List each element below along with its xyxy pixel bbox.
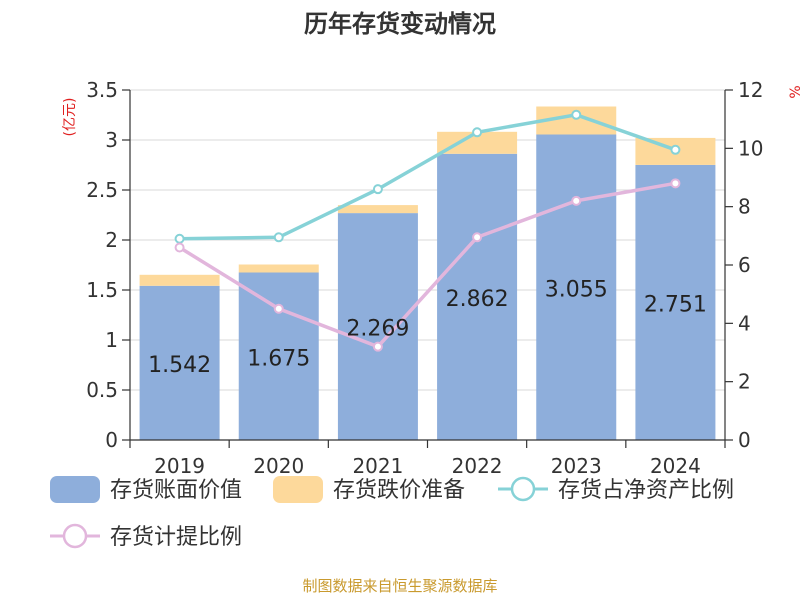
x-tick-label: 2022 xyxy=(452,454,503,478)
line-point xyxy=(571,109,582,120)
bar-book-value xyxy=(536,134,617,440)
y-left-tick-label: 2 xyxy=(105,228,118,252)
y-axis-right-label: % xyxy=(788,85,800,98)
bar-impairment xyxy=(337,205,418,214)
line-point xyxy=(372,184,383,195)
y-left-tick-label: 0.5 xyxy=(86,378,118,402)
legend-label: 存货跌价准备 xyxy=(333,478,465,503)
x-tick-label: 2020 xyxy=(253,454,304,478)
bar-impairment xyxy=(437,131,518,154)
bar-data-label: 1.542 xyxy=(148,353,211,378)
y-left-tick-label: 3 xyxy=(105,128,118,152)
line-point xyxy=(472,232,483,243)
y-right-tick-label: 12 xyxy=(738,78,763,102)
line-point xyxy=(472,127,483,138)
bar-value-labels: 1.542 1.675 2.269 2.862 3.055 2.751 xyxy=(148,277,707,378)
y-left-tick-label: 3.5 xyxy=(86,78,118,102)
bar-data-label: 3.055 xyxy=(545,277,608,302)
y-right-tick-label: 0 xyxy=(738,428,751,452)
bar-book-value xyxy=(139,285,220,440)
bar-book-value xyxy=(337,213,418,440)
y-left-tick-label: 1.5 xyxy=(86,278,118,302)
x-tick-label: 2024 xyxy=(650,454,701,478)
y-left-tick-label: 2.5 xyxy=(86,178,118,202)
y-right-tick-label: 6 xyxy=(738,253,751,277)
legend-label: 存货计提比例 xyxy=(110,525,242,550)
bar-book-value xyxy=(238,272,319,440)
bar-data-label: 2.751 xyxy=(644,292,707,317)
y-right-tick-label: 4 xyxy=(738,311,751,335)
bar-data-label: 2.862 xyxy=(446,287,509,312)
x-tick-label: 2023 xyxy=(551,454,602,478)
line-point xyxy=(372,341,383,352)
legend-label: 存货账面价值 xyxy=(110,478,242,503)
bar-impairment xyxy=(139,274,220,286)
bars xyxy=(139,106,716,441)
legend-swatch xyxy=(273,476,323,503)
bar-book-value xyxy=(635,164,716,440)
line-point xyxy=(273,232,284,243)
line-point xyxy=(273,303,284,314)
legend-swatch-marker xyxy=(510,476,536,502)
y-left-tick-label: 0 xyxy=(105,428,118,452)
line-point xyxy=(670,178,681,189)
legend-swatch-marker xyxy=(62,523,88,549)
line-point xyxy=(174,242,185,253)
axes: 0 0.5 1 1.5 2 2.5 3 3.5 0 2 4 6 8 10 12 2019 2020 2021 202… xyxy=(86,78,763,478)
y-right-tick-label: 2 xyxy=(738,370,751,394)
line-provision-ratio xyxy=(178,181,676,349)
y-axis-left-label: (亿元) xyxy=(62,98,78,137)
y-left-tick-label: 1 xyxy=(105,328,118,352)
bar-impairment xyxy=(238,264,319,273)
bar-data-label: 1.675 xyxy=(247,346,310,371)
legend-label: 存货占净资产比例 xyxy=(558,478,734,503)
line-point xyxy=(571,195,582,206)
source-note: 制图数据来自恒生聚源数据库 xyxy=(302,577,497,595)
x-tick-label: 2019 xyxy=(154,454,205,478)
bar-data-label: 2.269 xyxy=(346,317,409,342)
line-series xyxy=(174,109,681,352)
bar-book-value xyxy=(437,153,518,441)
line-inventory-to-net-assets xyxy=(179,112,676,241)
y-right-tick-label: 8 xyxy=(738,195,751,219)
x-tick-label: 2021 xyxy=(352,454,403,478)
line-point xyxy=(670,144,681,155)
legend-swatch xyxy=(50,476,100,503)
line-point xyxy=(174,233,185,244)
y-right-tick-label: 10 xyxy=(738,136,763,160)
chart-title: 历年存货变动情况 xyxy=(304,10,496,38)
